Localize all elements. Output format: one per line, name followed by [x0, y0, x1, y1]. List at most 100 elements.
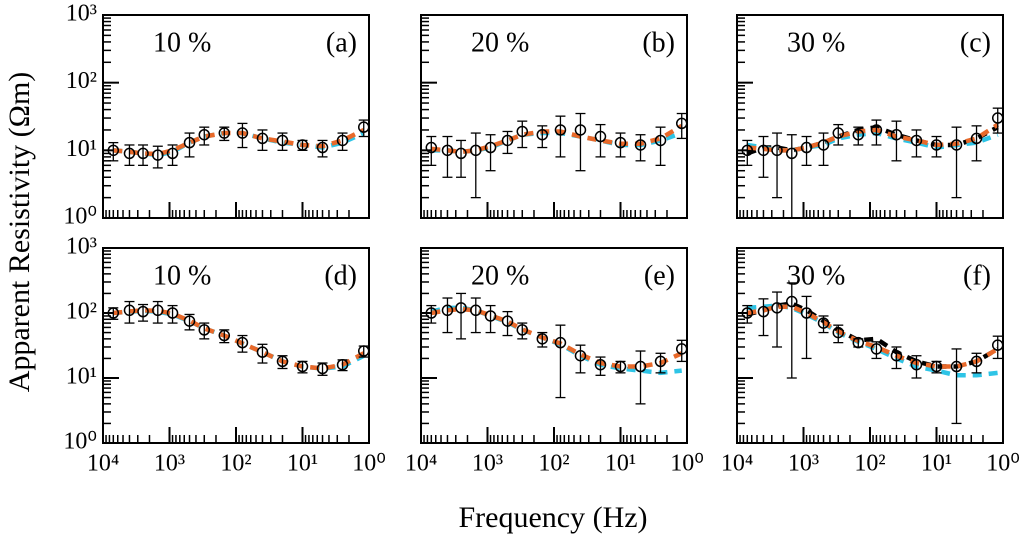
data-point [870, 124, 883, 136]
x-tick-label: 10⁰ [986, 451, 1020, 477]
data-point [554, 336, 567, 349]
y-tick-label: 10¹ [66, 364, 97, 390]
data-point [930, 139, 943, 151]
data-point [930, 360, 943, 373]
data-point [316, 141, 329, 154]
data-point [425, 141, 438, 154]
data-point [357, 345, 370, 357]
data-point [425, 307, 438, 319]
panel-label: (c) [960, 27, 991, 58]
data-point [910, 358, 923, 371]
data-point [296, 360, 309, 373]
x-tick-label: 10¹ [605, 451, 636, 477]
data-point [256, 346, 269, 358]
data-point [574, 124, 587, 136]
panel-label: (f) [963, 260, 991, 291]
x-tick-label: 10⁴ [721, 451, 753, 477]
data-point [470, 304, 482, 317]
x-tick-label: 10⁴ [405, 451, 437, 477]
data-point [852, 128, 865, 141]
data-point [198, 324, 211, 336]
data-point [107, 307, 120, 319]
data-point [166, 147, 179, 160]
data-point [741, 307, 754, 319]
y-tick-label: 10¹ [66, 136, 97, 162]
data-point [870, 343, 883, 355]
data-point [501, 315, 514, 327]
x-tick-label: 10⁰ [352, 451, 386, 477]
data-point [455, 302, 467, 314]
data-point [137, 305, 149, 318]
data-point [634, 360, 647, 373]
panel-label: (e) [644, 260, 675, 291]
panel-title: 10 % [153, 27, 211, 58]
data-point [574, 349, 587, 362]
data-point [296, 139, 309, 151]
data-point [166, 307, 179, 319]
data-point [675, 343, 688, 355]
x-tick-label: 10¹ [921, 451, 952, 477]
data-point [218, 127, 231, 139]
data-point [817, 139, 830, 151]
data-point [817, 317, 830, 329]
data-point [950, 139, 963, 151]
y-tick-label: 10³ [66, 234, 97, 260]
panel-label: (a) [326, 27, 357, 58]
y-tick-label: 10² [66, 299, 97, 325]
data-point [654, 134, 667, 147]
data-point [832, 127, 845, 139]
panel-title: 20 % [471, 260, 529, 291]
data-point [675, 117, 688, 130]
y-tick-label: 10⁰ [63, 429, 97, 455]
data-point [991, 112, 1004, 124]
data-point [757, 144, 770, 157]
data-point [910, 134, 923, 147]
y-axis-label: Apparent Resistivity (Ωm) [3, 72, 36, 393]
data-point [218, 329, 231, 342]
data-point [594, 358, 607, 371]
data-point [950, 360, 963, 373]
data-point [276, 134, 289, 147]
data-point [634, 139, 647, 151]
x-tick-label: 10² [854, 451, 885, 477]
data-point [236, 336, 249, 349]
data-point [455, 147, 467, 160]
panel-label: (d) [324, 260, 357, 291]
data-point [137, 147, 149, 160]
data-point [441, 144, 454, 157]
data-point [536, 333, 549, 345]
x-tick-label: 10³ [154, 451, 185, 477]
panel-label: (b) [642, 27, 675, 58]
panel-title: 30 % [787, 260, 845, 291]
data-point [771, 302, 783, 314]
x-axis-label: Frequency (Hz) [458, 501, 647, 534]
data-point [991, 339, 1004, 351]
data-point [516, 125, 529, 138]
x-tick-label: 10² [220, 451, 251, 477]
data-point [614, 360, 627, 373]
data-point [236, 127, 249, 139]
data-point [594, 130, 607, 143]
data-point [336, 134, 349, 147]
panel-title: 30 % [787, 27, 845, 58]
data-point [614, 136, 627, 149]
data-point [152, 149, 164, 161]
data-point [554, 124, 567, 136]
data-point [357, 121, 370, 133]
data-point [654, 355, 667, 368]
data-point [771, 144, 783, 157]
data-point [484, 141, 497, 154]
panel-title: 20 % [471, 27, 529, 58]
x-tick-label: 10⁴ [87, 451, 119, 477]
data-point [316, 362, 329, 375]
data-point [536, 128, 549, 141]
x-tick-label: 10⁰ [670, 451, 704, 477]
fit-line [430, 306, 683, 369]
y-tick-label: 10² [66, 68, 97, 94]
data-point [741, 144, 754, 157]
data-point [441, 304, 454, 317]
fit-line [746, 304, 999, 369]
data-point [276, 355, 289, 368]
data-point [123, 147, 136, 160]
